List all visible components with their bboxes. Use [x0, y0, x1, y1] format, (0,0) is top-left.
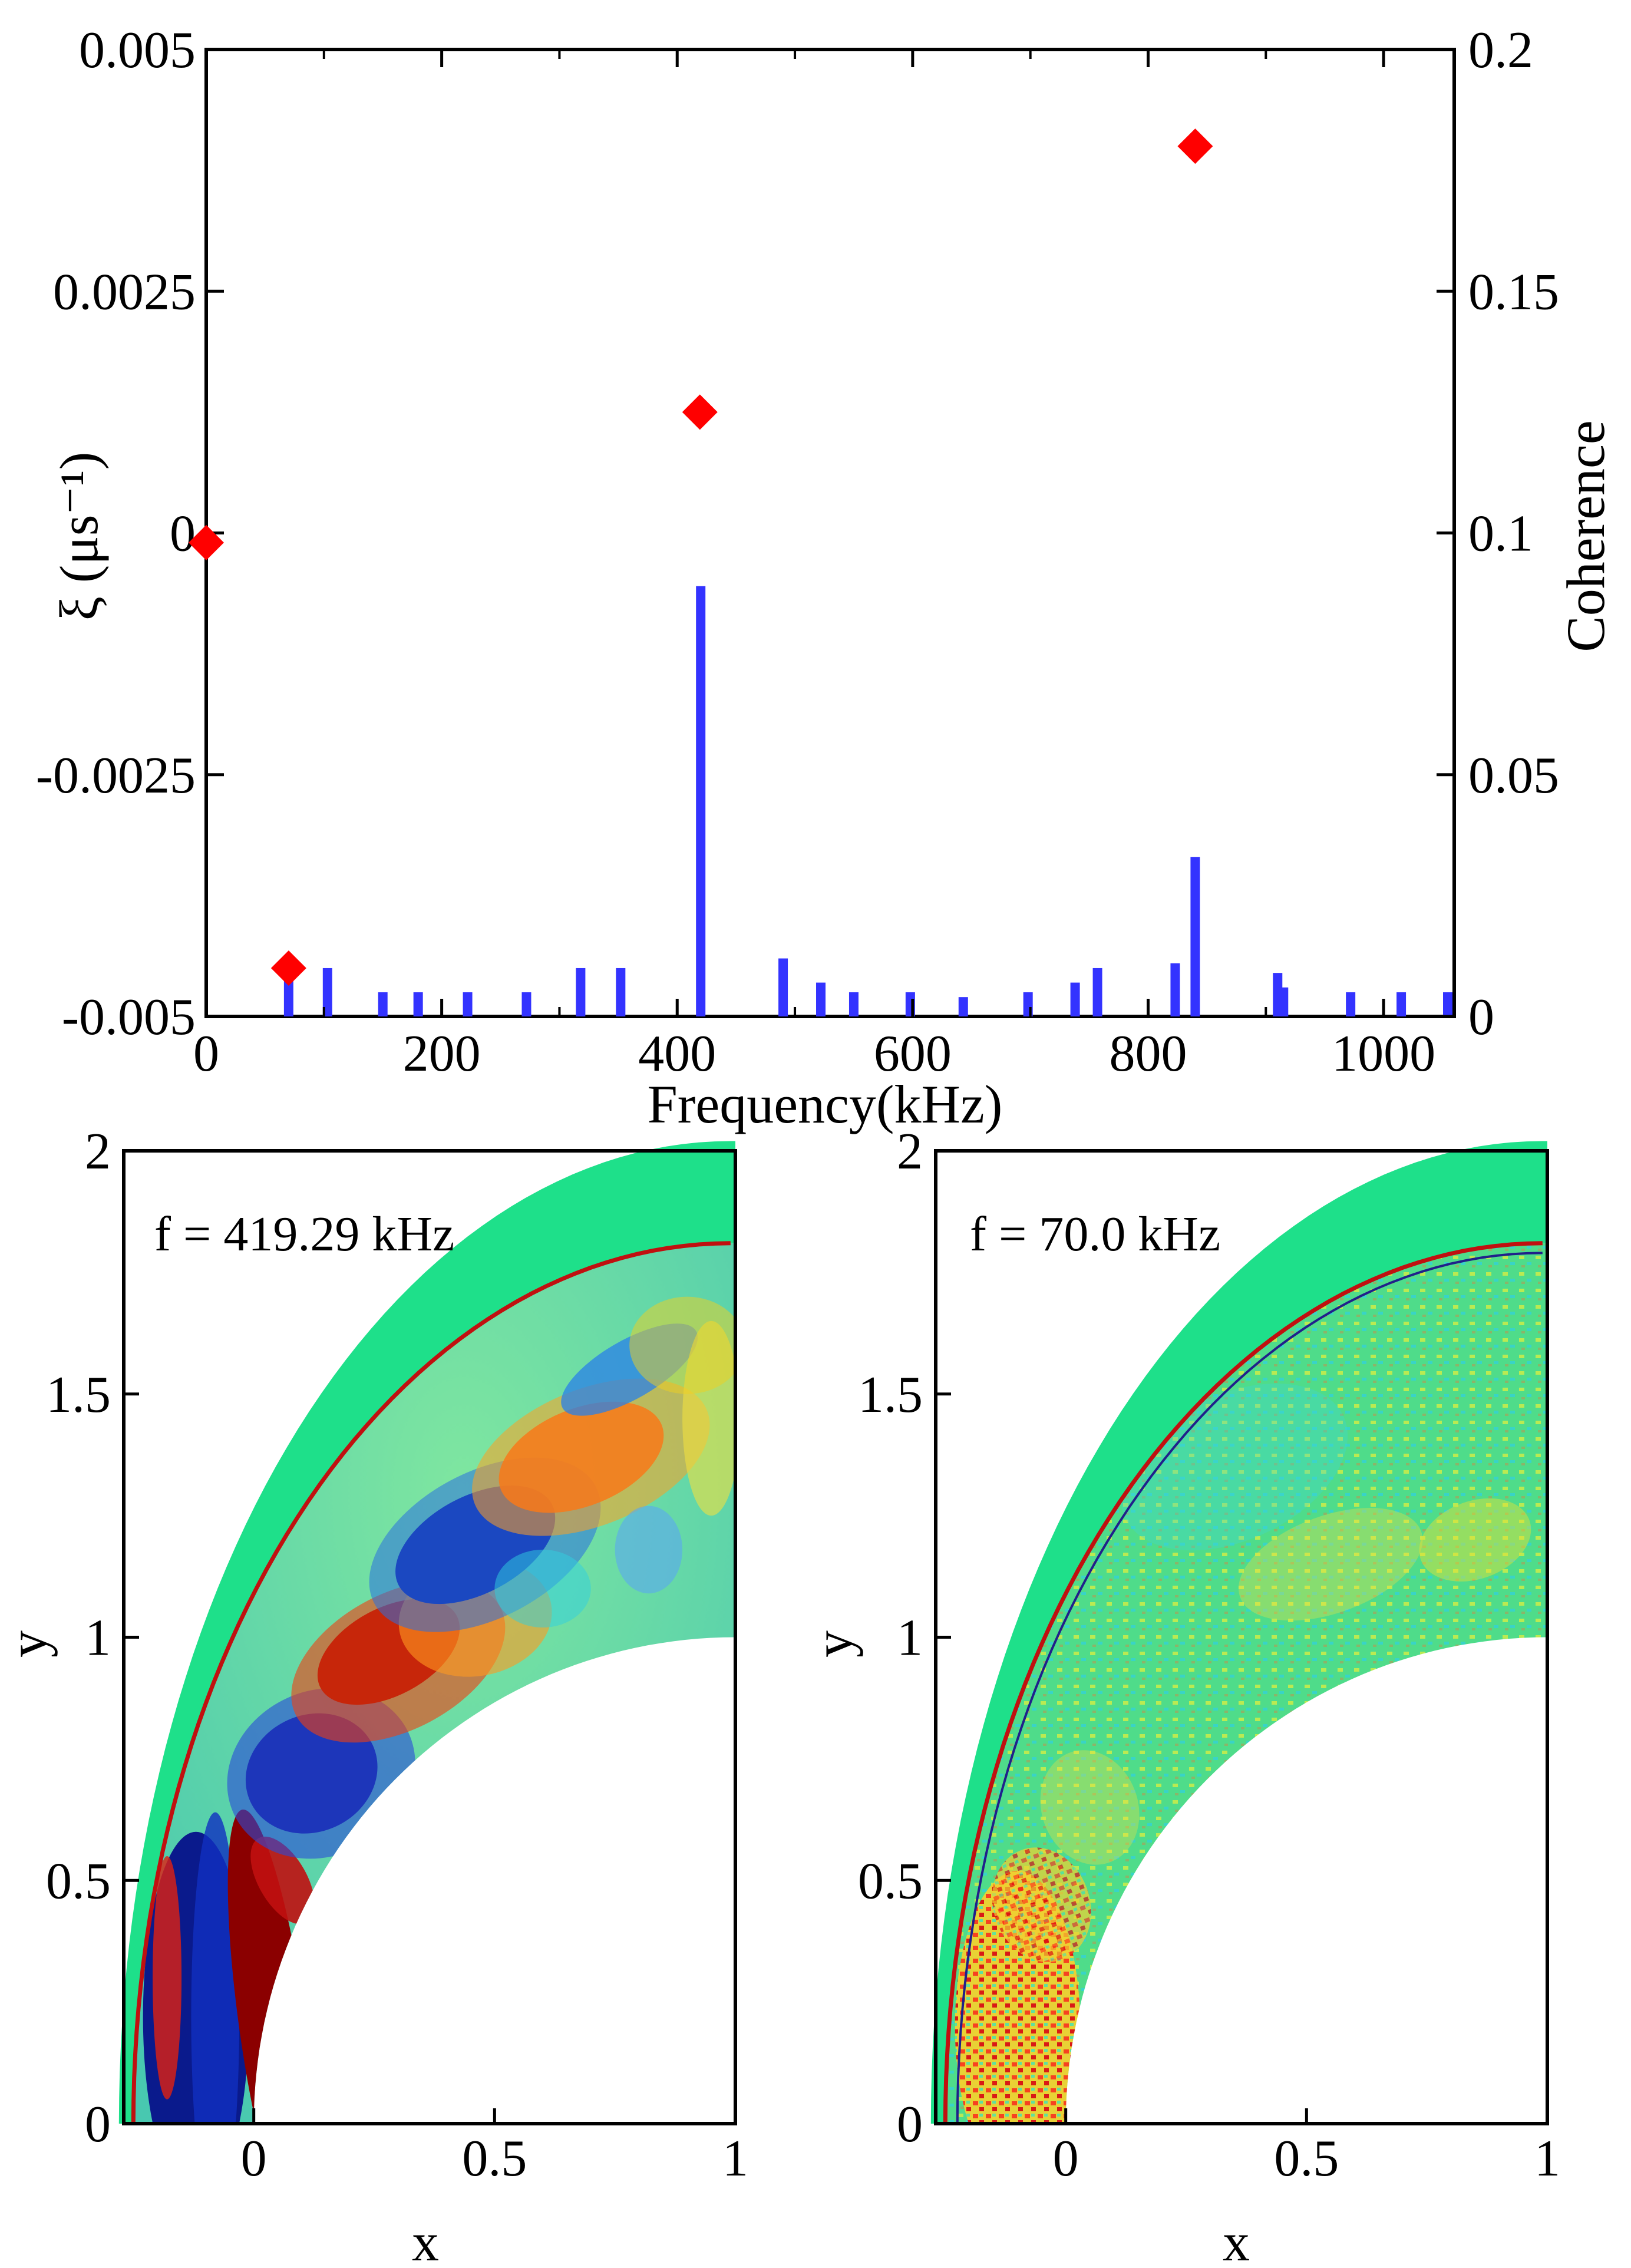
contour-blob: [153, 1856, 182, 2099]
y-tick-label: 0.5: [858, 1853, 923, 1910]
contour-blob: [992, 1847, 1091, 1962]
shock-layer-band: [930, 1141, 1547, 2124]
y-tick-label: 0: [85, 2096, 111, 2153]
right-y-axis-ticks: 0 0.05 0.1 0.15 0.2: [1437, 22, 1559, 1046]
y-tick-label: 1: [897, 1610, 923, 1667]
left-y-tick-label: -0.0025: [36, 747, 196, 804]
left-y-axis-label: ξ (μs⁻¹): [49, 452, 109, 621]
coherence-bars: [283, 586, 1452, 1016]
x-tick-label: 0.5: [462, 2130, 527, 2187]
y-tick-label: 1: [85, 1610, 111, 1667]
x-tick-label: 1: [722, 2130, 748, 2187]
y-tick-label: 2: [897, 1123, 923, 1180]
right-y-tick-label: 0: [1468, 989, 1494, 1046]
plot-frame: [204, 48, 1456, 1018]
right-y-axis-label: Coherence: [1556, 420, 1616, 652]
right-y-tick-label: 0.1: [1468, 506, 1533, 563]
axis-ticks: 0 0.5 1 0 0.5 1 1.5 2: [858, 1123, 1560, 2187]
coherence-bar: [958, 997, 968, 1016]
coherence-bar: [378, 992, 388, 1016]
contour-blob: [1239, 1508, 1423, 1621]
contour-blob: [472, 1378, 710, 1536]
coherence-bar: [1092, 968, 1102, 1016]
frequency-annotation: f = 419.29 kHz: [154, 1207, 454, 1262]
coherence-bar: [778, 958, 788, 1016]
contour-blob: [615, 1506, 683, 1594]
xi-marker: [1177, 128, 1213, 164]
axis-ticks: 0 0.5 1 0 0.5 1 1.5 2: [46, 1123, 748, 2187]
y-tick-label: 0: [897, 2096, 923, 2153]
contour-blob: [250, 1836, 315, 1924]
contour-blob: [1040, 1750, 1140, 1865]
y-tick-label: 1.5: [46, 1366, 111, 1424]
left-y-tick-label: -0.005: [62, 989, 196, 1046]
contour-blob: [1419, 1498, 1531, 1582]
coherence-bar: [616, 968, 626, 1016]
coherence-bar: [696, 586, 706, 1016]
contour-blob: [629, 1296, 736, 1394]
y-tick-label: 2: [85, 1123, 111, 1180]
left-y-tick-label: 0: [170, 506, 196, 563]
xi-marker: [270, 950, 306, 986]
right-y-tick-label: 0.15: [1468, 263, 1559, 321]
x-tick-label: 200: [403, 1025, 481, 1082]
coherence-bar: [1396, 992, 1407, 1016]
x-tick-label: 0: [241, 2130, 267, 2187]
contour-panel-70khz: 0 0.5 1 0 0.5 1 1.5 2 f = 70.0 kHz x y: [803, 1123, 1560, 2268]
inner-shock-line: [956, 1252, 1543, 2124]
x-tick-label: 0: [1053, 2130, 1079, 2187]
coherence-bar: [1346, 992, 1356, 1016]
shock-layer-band: [118, 1141, 735, 2124]
xi-markers: [189, 128, 1213, 986]
x-tick-label: 800: [1109, 1025, 1187, 1082]
x-axis-label: x: [412, 2212, 439, 2268]
contour-blob: [494, 1549, 591, 1627]
x-tick-label: 600: [874, 1025, 952, 1082]
y-tick-label: 1.5: [858, 1366, 923, 1424]
contour-blob: [191, 1812, 240, 2124]
xi-marker: [682, 394, 718, 430]
coherence-bar: [521, 992, 531, 1016]
coherence-bar: [1190, 857, 1200, 1016]
coherence-bar: [463, 992, 473, 1016]
coherence-bar: [1170, 963, 1180, 1016]
x-axis-ticks: 0 200 400 600 800 1000: [193, 49, 1435, 1082]
shock-line: [131, 1241, 731, 2124]
x-tick-label: 0.5: [1274, 2130, 1339, 2187]
shock-line: [943, 1241, 1543, 2124]
y-axis-label: y: [803, 1630, 863, 1658]
x-tick-label: 0: [193, 1025, 219, 1082]
right-y-tick-label: 0.2: [1468, 22, 1533, 79]
xi-marker: [189, 524, 224, 560]
contour-field: [118, 1141, 736, 2124]
left-y-tick-label: 0.005: [79, 22, 196, 79]
coherence-bar: [322, 968, 332, 1016]
contour-field: [930, 1141, 1547, 2124]
coherence-bar: [1443, 992, 1452, 1016]
contour-panel-419khz: 0 0.5 1 0 0.5 1 1.5 2 f = 419.29 kHz x y: [0, 1123, 748, 2268]
frequency-annotation: f = 70.0 kHz: [970, 1207, 1220, 1262]
coherence-bar: [576, 968, 586, 1016]
coherence-bar: [848, 992, 859, 1016]
x-tick-label: 400: [638, 1025, 716, 1082]
x-axis-label: x: [1223, 2212, 1250, 2268]
coherence-bar: [1279, 987, 1289, 1016]
coherence-bar: [1070, 982, 1080, 1016]
x-tick-label: 1000: [1332, 1025, 1435, 1082]
y-axis-label: y: [0, 1630, 58, 1658]
right-y-tick-label: 0.05: [1468, 747, 1559, 804]
left-y-tick-label: 0.0025: [53, 263, 196, 321]
x-axis-label: Frequency(kHz): [648, 1074, 1003, 1134]
coherence-bar: [413, 992, 423, 1016]
x-tick-label: 1: [1534, 2130, 1560, 2187]
coherence-chart: 0 200 400 600 800 1000 -0.005 -0.0025 0 0.0025 0.…: [36, 22, 1616, 1134]
y-tick-label: 0.5: [46, 1853, 111, 1910]
coherence-bar: [816, 982, 826, 1016]
left-y-axis-ticks: -0.005 -0.0025 0 0.0025 0.005: [36, 22, 224, 1046]
